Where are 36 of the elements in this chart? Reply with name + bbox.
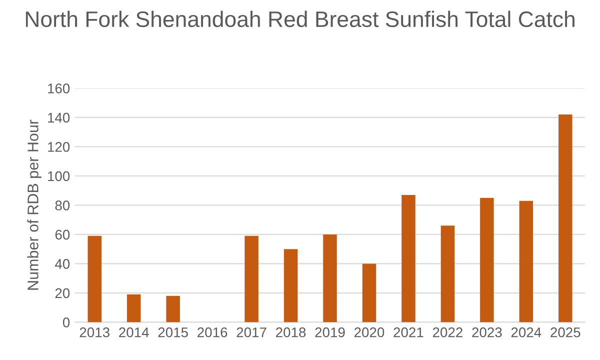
bar [519, 200, 534, 322]
y-tick-label: 80 [55, 200, 70, 210]
bar [166, 296, 180, 322]
x-tick-label: 2020 [354, 327, 384, 338]
x-tick-label: 2013 [80, 327, 110, 338]
bar [323, 234, 337, 322]
y-tick-label: 0 [62, 318, 70, 328]
bar [88, 236, 102, 322]
bar [126, 294, 141, 322]
y-axis-title: Number of RDB per Hour [27, 120, 42, 290]
y-tick-label: 100 [48, 171, 70, 182]
y-tick-label: 60 [55, 230, 70, 240]
x-tick-label: 2023 [472, 327, 502, 338]
bar [244, 236, 258, 322]
chart-title: North Fork Shenandoah Red Breast Sunfish Total Catch [26, 10, 574, 28]
x-tick-label: 2021 [394, 327, 424, 338]
x-tick-label: 2022 [432, 327, 462, 338]
y-tick-label: 120 [48, 142, 70, 152]
y-tick-label: 20 [55, 288, 70, 298]
bar [440, 226, 455, 322]
y-tick-label: 160 [48, 84, 70, 94]
x-tick-label: 2025 [550, 327, 580, 338]
x-tick-label: 2018 [276, 327, 306, 338]
x-tick-label: 2019 [315, 327, 345, 338]
x-tick-label: 2014 [119, 327, 149, 338]
y-tick-label: 140 [48, 112, 70, 123]
bar [362, 264, 376, 322]
x-tick-label: 2016 [198, 327, 228, 338]
x-tick-label: 2015 [158, 327, 188, 338]
x-tick-label: 2024 [511, 327, 542, 338]
bar [558, 114, 572, 322]
bar [480, 198, 494, 322]
y-tick-label: 40 [55, 259, 70, 269]
bar [402, 194, 416, 322]
bar [284, 249, 298, 322]
x-tick-label: 2017 [236, 327, 266, 338]
